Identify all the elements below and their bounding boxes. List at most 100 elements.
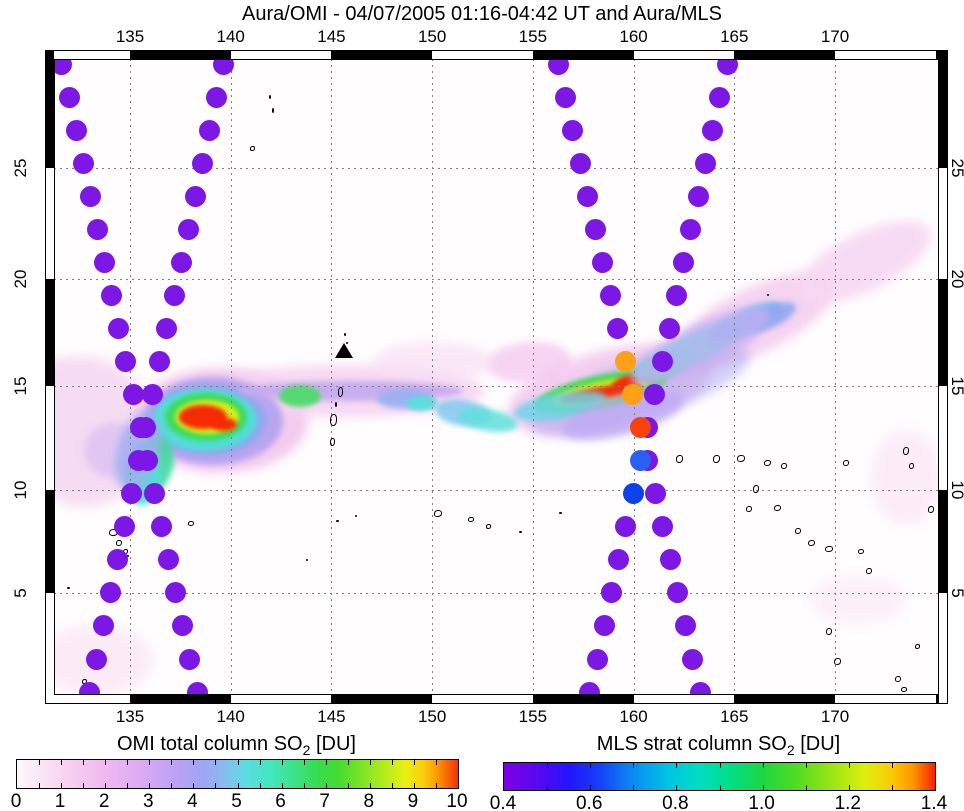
mls-dot xyxy=(94,252,116,274)
lat-tick-label-left: 20 xyxy=(11,269,30,289)
omi-colorbar-tick xyxy=(325,760,327,765)
omi-colorbar-tick xyxy=(61,783,63,788)
frame-segment xyxy=(45,50,130,59)
island-outline xyxy=(434,509,442,517)
frame-segment xyxy=(45,593,54,704)
mls-colorbar-tick xyxy=(547,763,549,768)
island-outline xyxy=(746,506,752,512)
island-outline xyxy=(781,463,787,469)
mls-dot xyxy=(577,186,599,208)
omi-colorbar-title-units: [DU] xyxy=(310,733,356,755)
lat-tick-label-right: 5 xyxy=(947,588,964,597)
mls-colored-dot xyxy=(622,384,644,406)
omi-colorbar-tick-label: 5 xyxy=(231,791,242,811)
mls-dot xyxy=(644,384,666,406)
frame-segment xyxy=(532,695,634,704)
mls-dot xyxy=(158,549,180,571)
mls-dot xyxy=(172,615,194,637)
mls-dot xyxy=(135,417,157,439)
island-outline xyxy=(66,587,70,589)
mls-dot xyxy=(694,153,716,175)
island-outline xyxy=(675,455,683,463)
mls-colorbar-tick-label: 0.6 xyxy=(575,793,603,811)
lat-gridline xyxy=(54,278,939,280)
mls-colorbar-tick-label: 1.0 xyxy=(748,793,775,811)
mls-dot xyxy=(58,86,80,108)
lon-gridline xyxy=(331,59,333,695)
lon-tick-label-bottom: 135 xyxy=(115,707,145,726)
lon-gridline xyxy=(230,59,232,695)
omi-colorbar-title: OMI total column SO2 [DU] xyxy=(16,733,457,758)
mls-dot xyxy=(177,219,199,241)
plume-blob xyxy=(211,417,237,431)
island-outline xyxy=(306,559,308,561)
map-frame-bottom xyxy=(45,695,948,704)
omi-colorbar-tick xyxy=(127,783,129,788)
mls-dot xyxy=(702,120,724,141)
omi-colorbar-tick xyxy=(281,783,283,788)
lon-gridline xyxy=(734,59,736,695)
island-outline xyxy=(895,676,901,682)
mls-dot xyxy=(673,252,695,274)
omi-colorbar-title-text: OMI total column SO xyxy=(117,733,303,755)
omi-colorbar-tick xyxy=(303,783,305,788)
lon-gridline xyxy=(432,59,434,695)
mls-dot xyxy=(658,318,680,340)
frame-segment xyxy=(130,695,231,704)
omi-colorbar-tick xyxy=(83,783,85,788)
mls-dot xyxy=(666,285,687,307)
lon-tick-label-bottom: 140 xyxy=(216,707,245,726)
lat-gridline xyxy=(54,593,939,595)
mls-dot xyxy=(191,153,213,175)
lon-gridline xyxy=(130,59,131,695)
lon-tick-label-bottom: 150 xyxy=(417,707,447,726)
lat-tick-label-right: 15 xyxy=(948,376,964,396)
island-outline xyxy=(928,505,934,513)
mls-colorbar-tick xyxy=(805,785,807,790)
mls-colorbar-tick-label: 0.8 xyxy=(662,793,689,811)
frame-segment xyxy=(734,695,835,704)
mls-dot xyxy=(592,252,614,274)
mls-colorbar-tick-label: 0.4 xyxy=(489,793,517,811)
mls-colored-dot xyxy=(614,351,636,373)
omi-colorbar-tick xyxy=(413,760,415,765)
mls-dot xyxy=(569,153,591,175)
lon-tick-label-top: 135 xyxy=(115,27,145,46)
island-outline xyxy=(908,463,914,469)
figure-title: Aura/OMI - 04/07/2005 01:16-04:42 UT and… xyxy=(242,3,722,25)
mls-colorbar-tick xyxy=(590,785,592,790)
island-outline xyxy=(826,627,832,635)
mls-dot xyxy=(659,549,681,571)
mls-colorbar-tick xyxy=(590,763,592,768)
omi-colorbar-tick xyxy=(193,783,195,788)
mls-dot xyxy=(599,285,621,307)
island-outline xyxy=(249,145,255,151)
island-outline xyxy=(914,643,920,649)
mls-colored-dot xyxy=(629,417,651,439)
island-outline xyxy=(335,401,337,407)
island-outline xyxy=(558,512,562,514)
mls-colorbar-tick xyxy=(891,763,893,768)
lat-tick-label-left: 5 xyxy=(11,588,30,598)
mls-dot xyxy=(652,516,674,538)
mls-colorbar-title-sub: 2 xyxy=(786,742,795,758)
island-outline xyxy=(901,686,907,692)
island-outline xyxy=(272,107,274,113)
mls-dot xyxy=(601,582,623,604)
omi-colorbar-tick xyxy=(347,760,349,765)
lon-tick-label-top: 170 xyxy=(820,27,850,46)
mls-colorbar-tick xyxy=(676,785,678,790)
omi-colorbar-tick xyxy=(237,760,239,765)
mls-dot xyxy=(615,516,637,538)
island-outline xyxy=(344,332,346,336)
frame-segment xyxy=(939,278,948,386)
omi-colorbar-tick-label: 9 xyxy=(407,791,419,811)
map-frame-top xyxy=(45,50,948,59)
omi-colorbar-tick-label: 1 xyxy=(54,791,66,811)
omi-colorbar-tick xyxy=(149,783,151,788)
island-outline xyxy=(903,447,909,455)
mls-dot xyxy=(108,318,130,340)
omi-colorbar-tick xyxy=(325,783,327,788)
island-outline xyxy=(866,568,872,574)
